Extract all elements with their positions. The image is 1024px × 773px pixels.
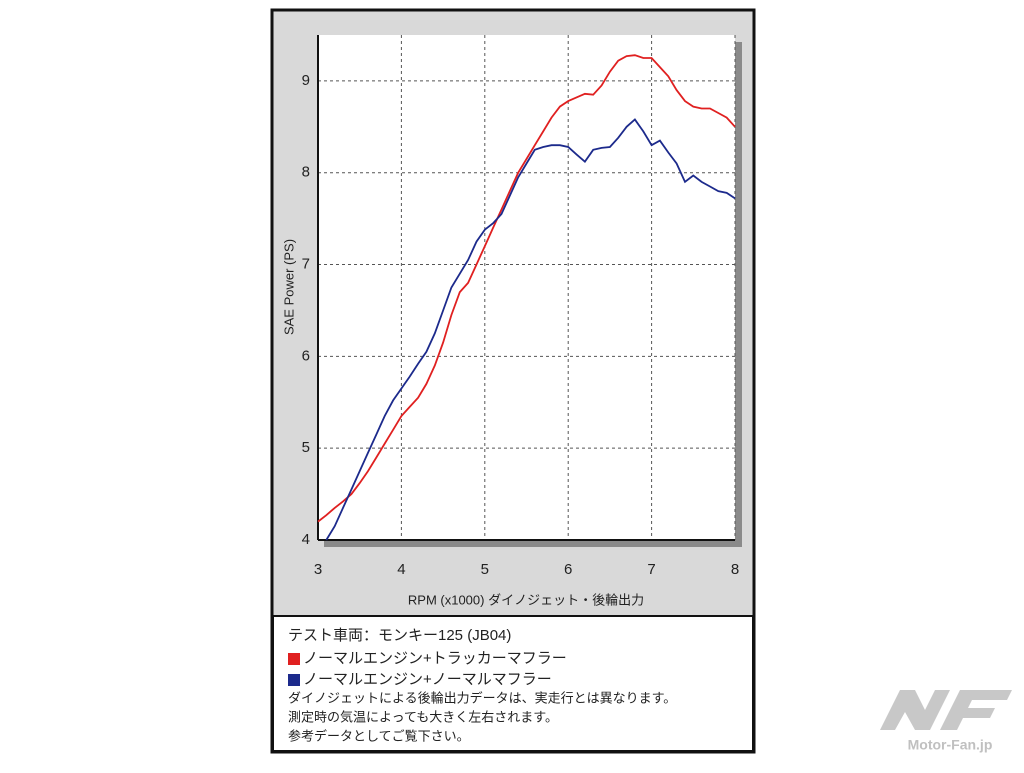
- legend-swatch: [288, 653, 300, 665]
- y-axis-label: SAE Power (PS): [281, 239, 296, 335]
- y-tick-label: 5: [302, 439, 310, 456]
- y-tick-label: 7: [302, 256, 310, 273]
- legend-box: [272, 615, 754, 752]
- y-tick-label: 9: [302, 72, 310, 89]
- x-axis-label: RPM (x1000) ダイノジェット・後輪出力: [408, 592, 644, 607]
- note: 参考データとしてご覧下さい。: [288, 728, 470, 743]
- note: ダイノジェットによる後輪出力データは、実走行とは異なります。: [288, 690, 676, 705]
- legend-label: ノーマルエンジン+トラッカーマフラー: [303, 650, 567, 667]
- y-tick-label: 6: [302, 347, 310, 364]
- note: 測定時の気温によっても大きく左右されます。: [288, 709, 558, 724]
- legend-swatch: [288, 674, 300, 686]
- caption: テスト車両：モンキー125 (JB04): [288, 627, 511, 644]
- x-tick-label: 7: [647, 561, 655, 578]
- y-tick-label: 4: [302, 531, 310, 548]
- watermark: Motor-Fan.jp: [908, 737, 993, 753]
- x-tick-label: 8: [731, 561, 739, 578]
- y-tick-label: 8: [302, 164, 310, 181]
- legend-label: ノーマルエンジン+ノーマルマフラー: [303, 671, 552, 688]
- x-tick-label: 5: [481, 561, 489, 578]
- plot-area: [318, 35, 735, 540]
- x-tick-label: 3: [314, 561, 322, 578]
- series-line: [317, 54, 736, 523]
- x-tick-label: 6: [564, 561, 572, 578]
- x-tick-label: 4: [397, 561, 405, 578]
- series-line: [325, 118, 736, 541]
- logo: [880, 690, 1012, 730]
